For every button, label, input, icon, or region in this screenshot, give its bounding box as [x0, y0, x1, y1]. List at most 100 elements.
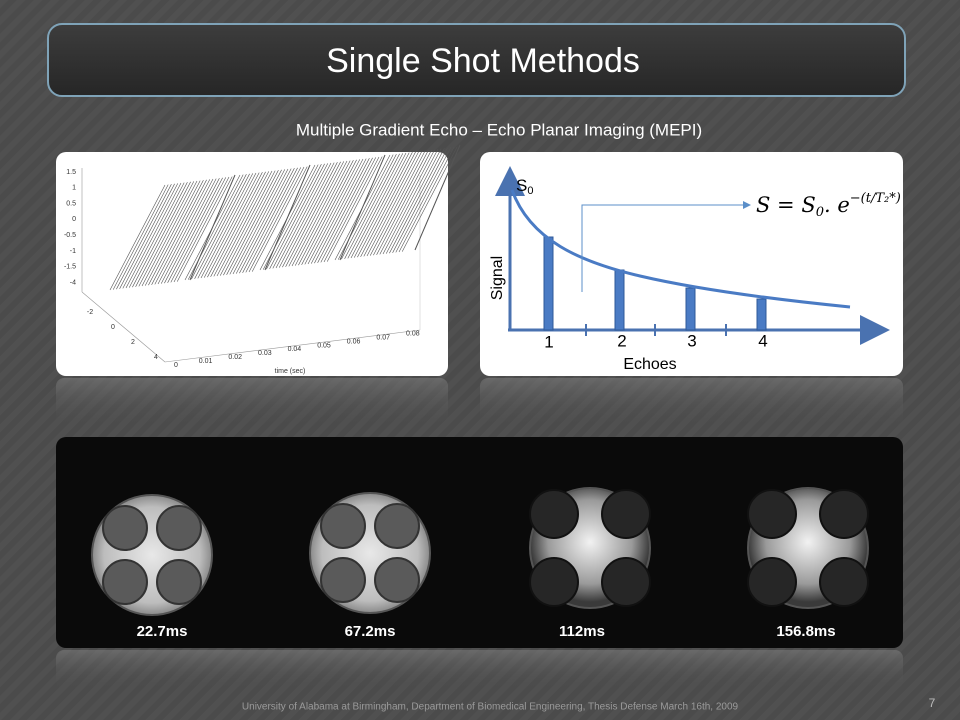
- trace: [173, 176, 230, 283]
- trace: [369, 150, 426, 256]
- tick-label: 0.04: [288, 346, 302, 353]
- tick-label: 0.02: [228, 354, 242, 361]
- vial: [601, 557, 651, 607]
- trace: [334, 154, 391, 261]
- title-bar: [47, 23, 906, 97]
- trace: [125, 182, 182, 289]
- trace: [357, 152, 413, 258]
- tick-label: 0.01: [199, 358, 213, 365]
- vial: [320, 503, 366, 549]
- axis: [81, 291, 166, 363]
- trace: [379, 149, 436, 255]
- echo-bar: [543, 236, 554, 331]
- trace: [223, 170, 279, 276]
- plot-panel: time (sec) 1.5 1 0.5 0 -0.5 -1 -1.5 -4 -2 0 2 4 0 0.0…: [56, 144, 461, 376]
- plot-lines: [81, 144, 461, 363]
- trace: [135, 181, 191, 287]
- echo-label: 4: [758, 331, 767, 350]
- formula-rest: . e: [824, 193, 850, 217]
- trace: [132, 182, 188, 288]
- trace: [229, 169, 286, 275]
- title: Single Shot Methods: [326, 42, 640, 80]
- tick-label: 4: [154, 354, 158, 361]
- trace: [191, 174, 247, 280]
- trace: [323, 156, 380, 263]
- trace: [382, 148, 439, 255]
- trace: [392, 147, 448, 253]
- vial: [102, 559, 148, 605]
- trace: [216, 170, 273, 277]
- trace: [128, 182, 185, 288]
- s0-label: S0: [516, 176, 533, 196]
- axis: [164, 329, 421, 363]
- reflection: [56, 378, 448, 428]
- formula-lhs: S = S: [756, 193, 816, 217]
- trace: [262, 164, 319, 270]
- vial: [374, 557, 420, 603]
- trace: [259, 164, 316, 271]
- y-label: Signal: [489, 256, 506, 300]
- tick-label: 0.06: [347, 338, 361, 345]
- vial: [156, 505, 202, 551]
- formula-sub: 0: [816, 205, 824, 220]
- tick-label: 1: [72, 185, 76, 192]
- trace: [141, 180, 198, 287]
- panel: [56, 437, 903, 648]
- decay-panel: S0 Signal Echoes 1 2 3 4 S = S0. e−(t/T₂…: [480, 152, 903, 376]
- tick-label: 0: [174, 362, 178, 369]
- trace: [151, 179, 207, 285]
- trace: [414, 144, 461, 251]
- echo-time: 112ms: [559, 623, 605, 640]
- trace: [337, 154, 394, 260]
- trace: [207, 172, 263, 278]
- trace: [203, 172, 260, 278]
- trace: [272, 163, 329, 269]
- vial: [819, 489, 869, 539]
- tick-label: -2: [87, 309, 93, 316]
- vial: [156, 559, 202, 605]
- trace: [304, 159, 361, 265]
- trace: [353, 152, 410, 258]
- trace: [389, 148, 445, 254]
- trace: [210, 171, 266, 277]
- trace: [157, 178, 214, 285]
- echo-bar: [685, 287, 696, 331]
- trace: [235, 168, 292, 274]
- trace: [307, 158, 364, 265]
- trace: [341, 154, 397, 260]
- trace: [219, 170, 276, 276]
- trace: [288, 161, 345, 267]
- trace: [269, 163, 325, 269]
- echo-bar: [614, 269, 625, 331]
- tick-label: 0.5: [66, 200, 76, 207]
- tick-label: -1.5: [64, 264, 76, 271]
- trace: [285, 161, 341, 267]
- mri-panel: 22.7ms 67.2ms 112ms 156.8ms: [56, 437, 903, 648]
- reflection: [56, 650, 903, 690]
- tick-label: -1: [70, 248, 76, 255]
- panel: [56, 152, 448, 376]
- tick-label: -4: [70, 279, 76, 286]
- trace: [326, 156, 383, 262]
- tick-label: 0: [72, 216, 76, 223]
- trace: [363, 151, 420, 257]
- trace: [226, 169, 282, 275]
- trace: [116, 184, 172, 290]
- x-label: Echoes: [623, 356, 676, 373]
- trace: [187, 174, 244, 280]
- trace: [176, 176, 233, 282]
- trace: [360, 151, 416, 257]
- tick-label: 0.03: [258, 350, 272, 357]
- tick-label: 0.07: [376, 335, 390, 342]
- tick-label: 1.5: [66, 169, 76, 176]
- trace: [314, 158, 370, 264]
- subtitle: Multiple Gradient Echo – Echo Planar Ima…: [296, 120, 702, 139]
- trace: [164, 178, 220, 284]
- trace: [232, 168, 289, 275]
- formula-exponent: −(t/T₂*): [850, 191, 901, 206]
- symbol: S: [516, 176, 527, 195]
- trace: [194, 173, 250, 279]
- trace: [366, 150, 423, 257]
- vial: [374, 503, 420, 549]
